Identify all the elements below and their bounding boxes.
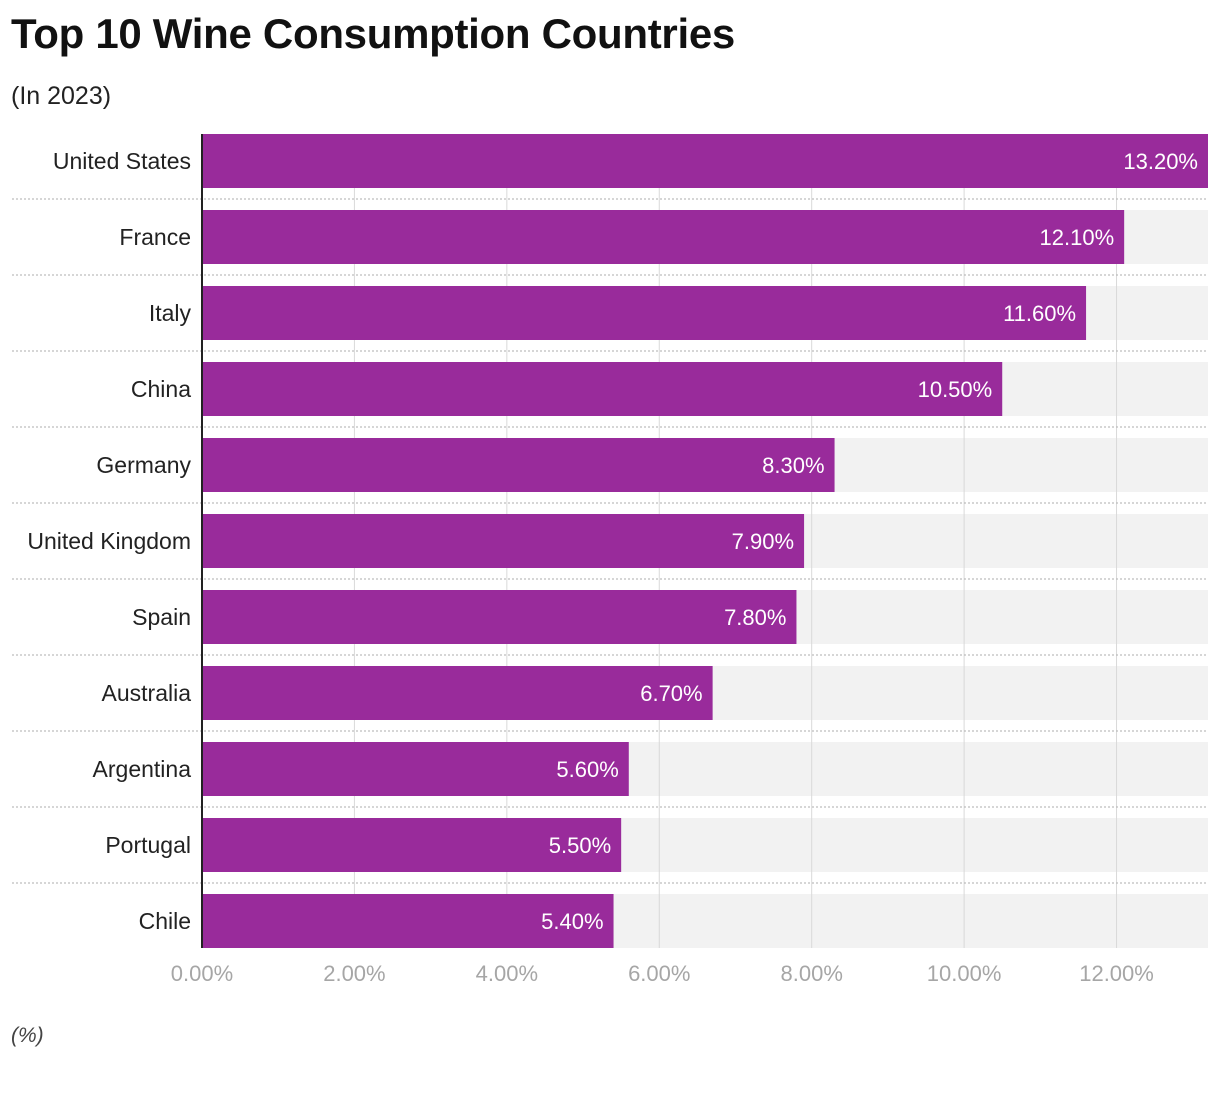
bar-chart: 13.20% United States 12.10% France 11.60% Ita… <box>12 134 1208 986</box>
chart-subtitle: (In 2023) <box>11 82 112 110</box>
bar <box>202 438 835 492</box>
category-label: Chile <box>139 908 191 934</box>
category-label: Portugal <box>105 832 191 858</box>
bar-value-label: 11.60% <box>1003 301 1076 326</box>
category-label: United States <box>53 148 191 174</box>
category-label: Italy <box>149 300 192 326</box>
x-tick-label: 6.00% <box>628 961 690 986</box>
category-label: France <box>119 224 191 250</box>
bar <box>202 210 1125 264</box>
chart-title: Top 10 Wine Consumption Countries <box>11 10 735 57</box>
bar-value-label: 12.10% <box>1040 225 1115 250</box>
bar <box>202 894 614 948</box>
category-label: China <box>131 376 191 402</box>
bar <box>202 742 629 796</box>
bar-value-label: 10.50% <box>918 377 993 402</box>
bar <box>202 362 1003 416</box>
bar <box>202 514 805 568</box>
bar <box>202 666 713 720</box>
bar <box>202 286 1087 340</box>
category-label: Argentina <box>93 756 192 782</box>
bar-value-label: 5.60% <box>556 757 618 782</box>
x-tick-label: 12.00% <box>1079 961 1154 986</box>
bar-value-label: 5.50% <box>549 833 611 858</box>
bar <box>202 818 622 872</box>
unit-note: (%) <box>11 1024 44 1047</box>
bar-value-label: 7.80% <box>724 605 786 630</box>
bar-value-label: 5.40% <box>541 909 603 934</box>
category-label: Germany <box>96 452 191 478</box>
bar-value-label: 6.70% <box>640 681 702 706</box>
category-label: Australia <box>102 680 192 706</box>
bar-value-label: 8.30% <box>762 453 824 478</box>
bar-value-label: 13.20% <box>1123 149 1198 174</box>
x-tick-label: 8.00% <box>781 961 843 986</box>
bar-value-label: 7.90% <box>732 529 794 554</box>
bar <box>202 590 797 644</box>
x-tick-label: 0.00% <box>171 961 233 986</box>
category-label: Spain <box>132 604 191 630</box>
bar <box>202 134 1208 188</box>
x-tick-label: 2.00% <box>323 961 385 986</box>
x-tick-label: 10.00% <box>927 961 1002 986</box>
x-tick-label: 4.00% <box>476 961 538 986</box>
category-label: United Kingdom <box>27 528 191 554</box>
